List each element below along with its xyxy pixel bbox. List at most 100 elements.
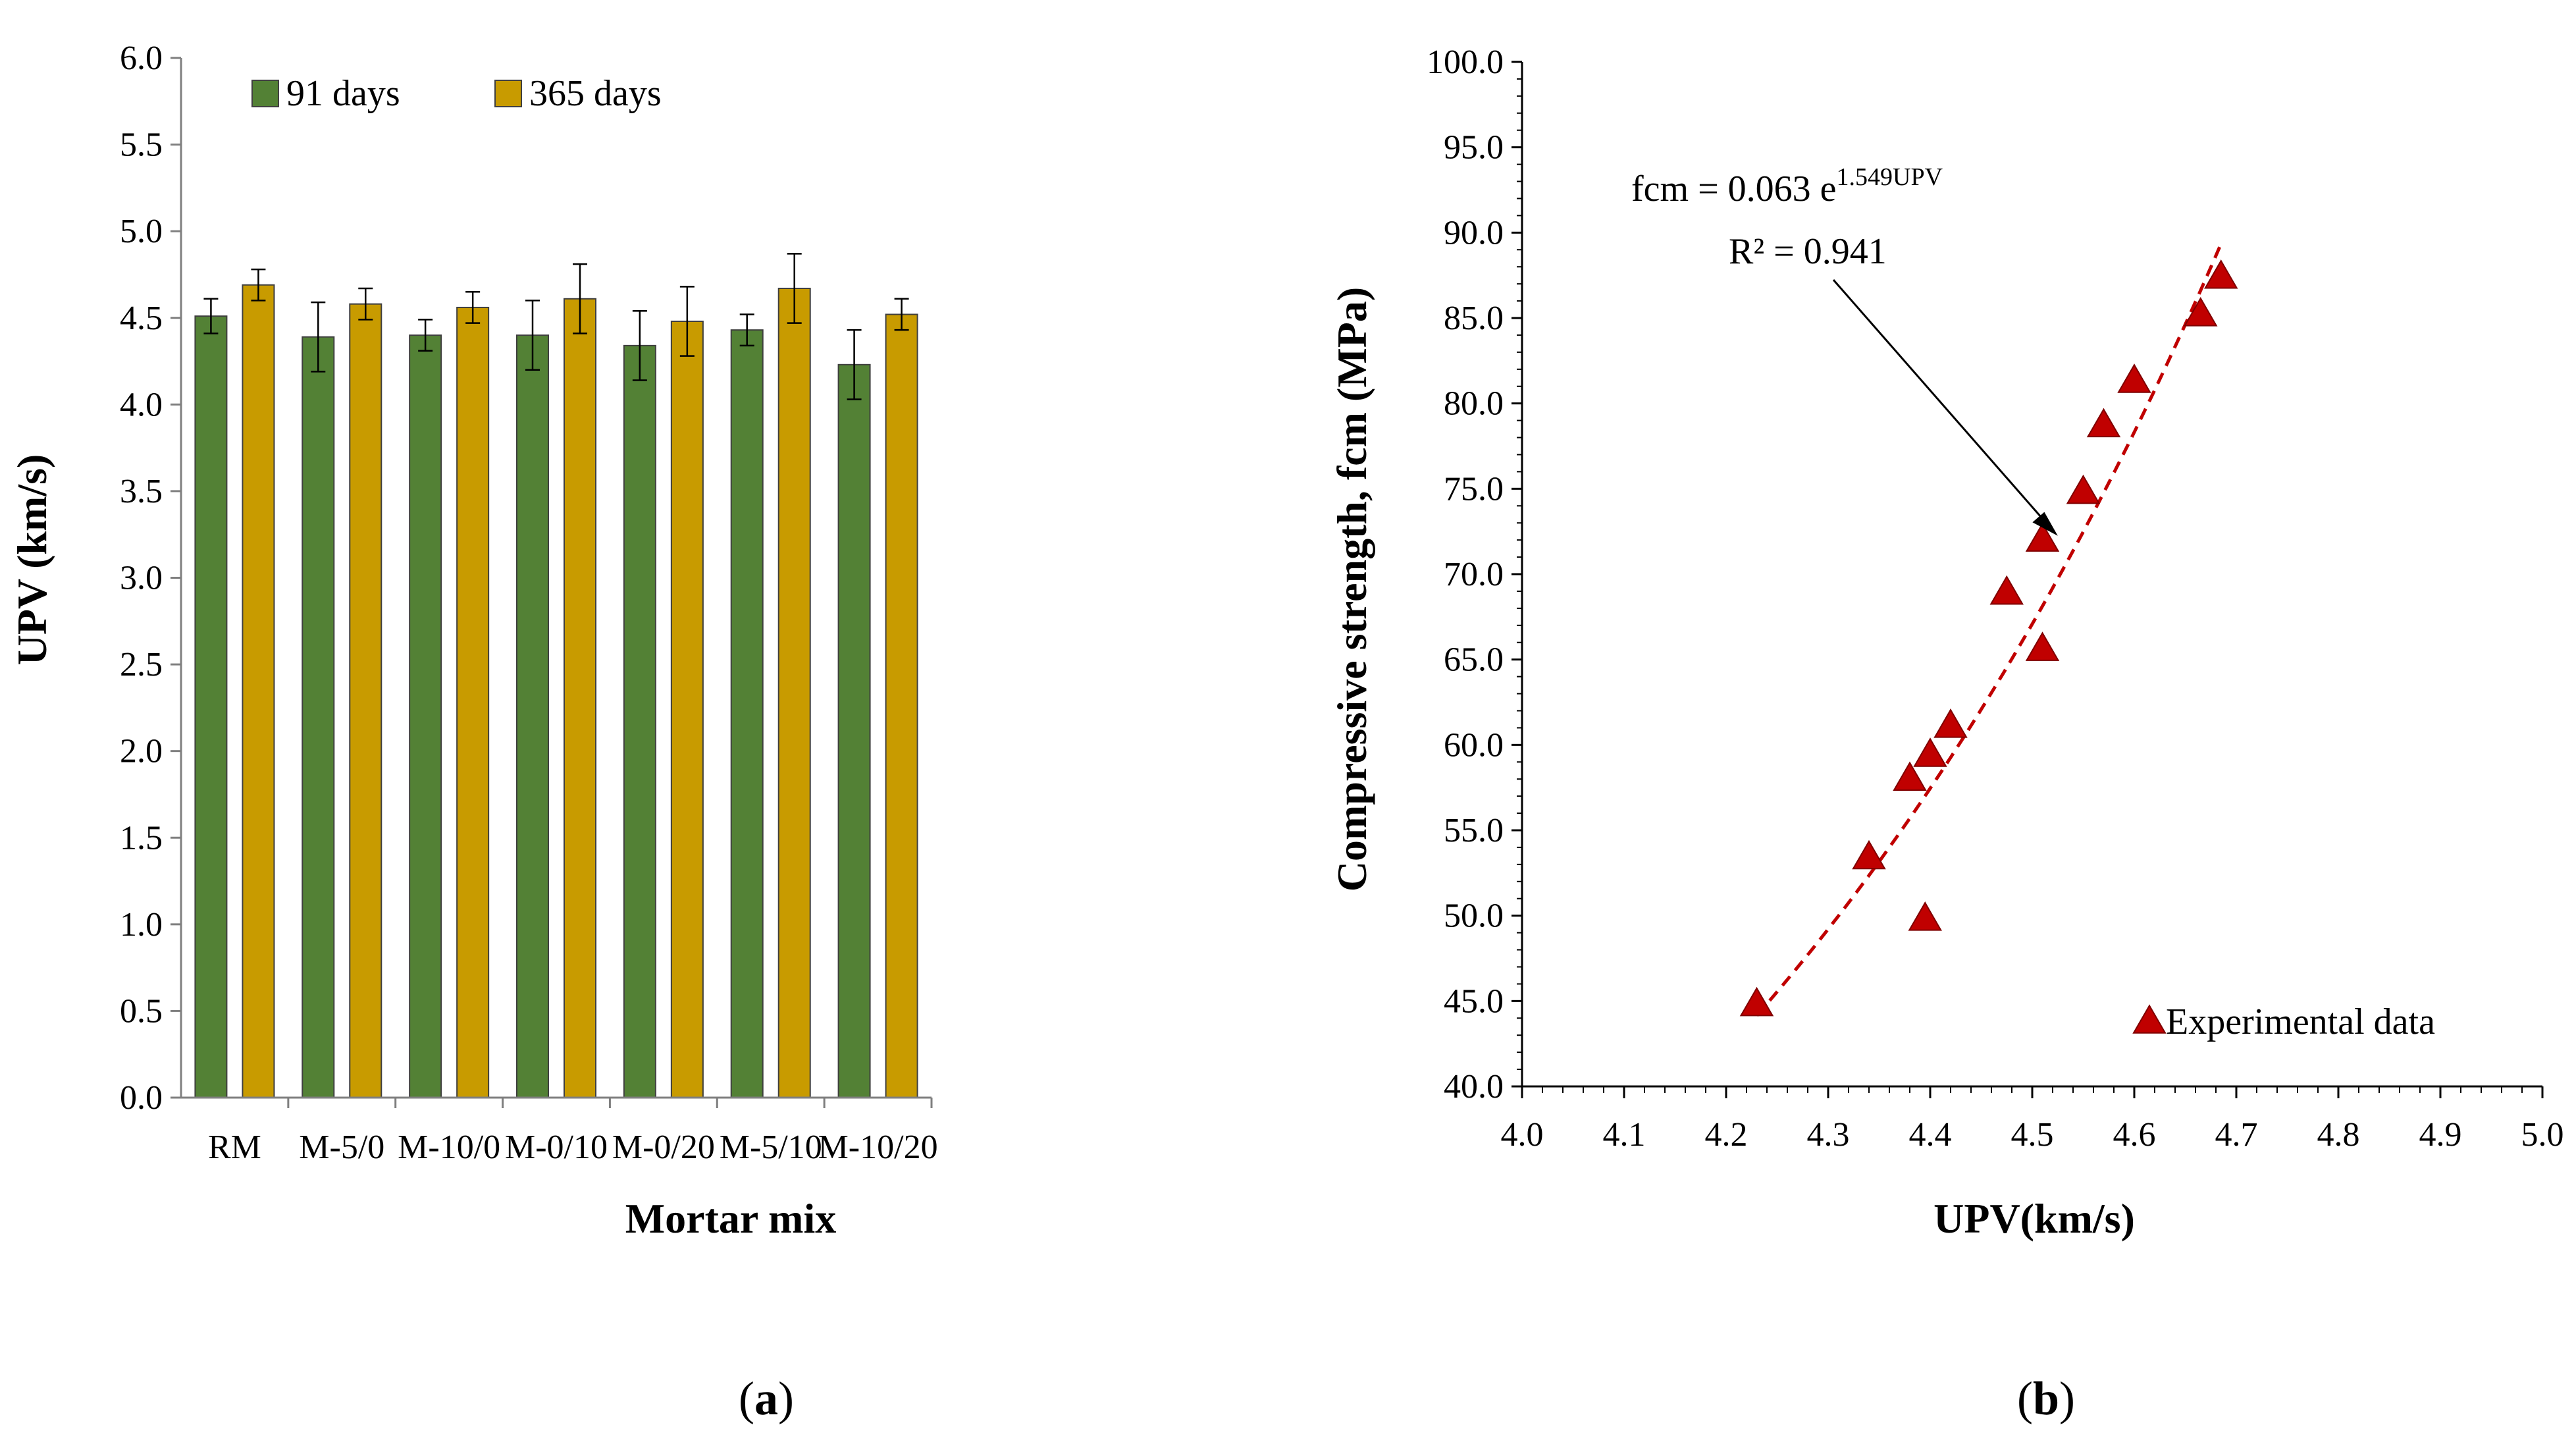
bar-365-days-M-0/10 bbox=[564, 298, 596, 1099]
x-tick-label: RM bbox=[208, 1129, 261, 1166]
y-tick-label: 100.0 bbox=[1427, 43, 1504, 81]
y-tick-label: 50.0 bbox=[1444, 897, 1504, 935]
y-tick-label: 0.0 bbox=[120, 1079, 163, 1117]
y-tick-label: 1.5 bbox=[120, 819, 163, 857]
x-tick-label: 4.0 bbox=[1501, 1116, 1544, 1154]
data-point-triangle bbox=[1739, 986, 1774, 1017]
y-axis-title: UPV (km/s) bbox=[9, 454, 55, 666]
y-tick-label: 60.0 bbox=[1444, 726, 1504, 764]
data-point-triangle bbox=[1913, 737, 1947, 767]
x-tick-labels: 4.0 4.1 4.2 4.3 4.4 4.5 4.6 4.7 4.8 4.9 5.0 bbox=[1501, 1116, 2564, 1154]
panel-letter-b: b bbox=[2033, 1372, 2059, 1425]
y-tick-label: 4.5 bbox=[120, 300, 163, 337]
y-tick-label: 5.5 bbox=[120, 126, 163, 164]
x-tick-label: M-0/20 bbox=[612, 1129, 715, 1166]
data-point-triangle bbox=[1893, 761, 1927, 791]
y-axis-title: Compressive strength, fcm (MPa) bbox=[1328, 287, 1375, 892]
y-tick-label: 80.0 bbox=[1444, 385, 1504, 423]
fit-equation: fcm = 0.063 e1.549UPV bbox=[1631, 163, 1943, 209]
legend-label-experimental: Experimental data bbox=[2166, 1001, 2435, 1042]
bar-91-days-M-10/0 bbox=[409, 334, 442, 1099]
error-bars bbox=[203, 253, 909, 400]
y-tick-label: 1.0 bbox=[120, 906, 163, 944]
bar-365-days-M-5/10 bbox=[777, 288, 811, 1098]
x-tick-label: M-0/10 bbox=[505, 1129, 608, 1166]
data-point-triangle bbox=[2086, 408, 2121, 438]
x-tick-label: 4.8 bbox=[2317, 1116, 2360, 1154]
bar-91-days-M-0/20 bbox=[623, 344, 656, 1098]
legend-label-91-days: 91 days bbox=[286, 73, 400, 114]
y-tick-label: 6.0 bbox=[120, 40, 163, 77]
panel-label-b: (b) bbox=[2017, 1372, 2075, 1425]
panel-label-a: (a) bbox=[739, 1372, 794, 1425]
bar-chart-panel: RM M-5/0 M-10/0 M-0/10 M-0/20 M-5/10M-10/20 0… bbox=[9, 40, 938, 1425]
y-tick-label: 90.0 bbox=[1444, 214, 1504, 252]
data-point-triangle bbox=[2025, 631, 2060, 661]
data-point-triangle bbox=[2066, 474, 2101, 504]
legend: 91 days 365 days bbox=[251, 73, 662, 114]
x-tick-label: 4.7 bbox=[2215, 1116, 2258, 1154]
panel-letter-a: a bbox=[754, 1372, 778, 1425]
axis-ticks bbox=[1511, 61, 2544, 1098]
legend-marker-triangle bbox=[2132, 1004, 2167, 1034]
bar-365-days-RM bbox=[242, 284, 275, 1099]
legend-label-365-days: 365 days bbox=[529, 73, 662, 114]
y-tick-label: 3.5 bbox=[120, 473, 163, 510]
x-tick-label: 4.2 bbox=[1705, 1116, 1748, 1154]
fit-equation-exponent: 1.549UPV bbox=[1837, 163, 1943, 191]
bar-365-days-M-0/20 bbox=[670, 321, 704, 1099]
bar-91-days-M-5/10 bbox=[730, 329, 764, 1099]
x-tick-label: M-10/20 bbox=[818, 1129, 938, 1166]
bar-91-days-RM bbox=[194, 315, 228, 1099]
data-point-triangle bbox=[1908, 901, 1942, 931]
fit-equation-prefix: fcm = 0.063 e bbox=[1631, 169, 1837, 209]
scatter-chart-panel: 4.0 4.1 4.2 4.3 4.4 4.5 4.6 4.7 4.8 4.9 5.0 40.0 45… bbox=[1328, 43, 2564, 1425]
y-tick-label: 75.0 bbox=[1444, 470, 1504, 508]
x-tick-label: 4.9 bbox=[2419, 1116, 2462, 1154]
y-tick-label: 65.0 bbox=[1444, 641, 1504, 679]
exponential-fit-line bbox=[1755, 243, 2222, 1017]
y-axis-ticks bbox=[171, 57, 933, 1108]
bar-91-days-M-5/0 bbox=[302, 336, 335, 1098]
data-point-triangle bbox=[2204, 259, 2238, 289]
x-axis-title: UPV(km/s) bbox=[1933, 1195, 2135, 1242]
x-tick-label: 4.4 bbox=[1909, 1116, 1952, 1154]
bar-91-days-M-0/10 bbox=[516, 334, 549, 1099]
x-axis-title: Mortar mix bbox=[625, 1195, 836, 1242]
x-tick-label: M-5/10 bbox=[720, 1129, 822, 1166]
y-tick-label: 2.5 bbox=[120, 646, 163, 683]
x-tick-label: M-5/0 bbox=[299, 1129, 384, 1166]
annotation-arrowhead bbox=[2032, 512, 2058, 536]
legend-swatch-365-days bbox=[494, 80, 522, 107]
bars bbox=[194, 284, 918, 1099]
x-tick-label: M-10/0 bbox=[398, 1129, 500, 1166]
data-point-triangle bbox=[2025, 522, 2060, 552]
data-point-triangle bbox=[2184, 297, 2218, 327]
data-point-triangle bbox=[2117, 363, 2151, 393]
x-tick-labels: RM M-5/0 M-10/0 M-0/10 M-0/20 M-5/10M-10/20 bbox=[208, 1129, 938, 1166]
y-tick-label: 3.0 bbox=[120, 560, 163, 597]
y-tick-label: 2.0 bbox=[120, 733, 163, 770]
y-tick-label: 55.0 bbox=[1444, 812, 1504, 849]
y-tick-labels: 40.0 45.0 50.0 55.0 60.0 65.0 70.0 75.0 80.0 85.0… bbox=[1427, 43, 1504, 1106]
data-points bbox=[1739, 259, 2238, 1017]
x-tick-label: 4.5 bbox=[2011, 1116, 2054, 1154]
y-tick-label: 70.0 bbox=[1444, 556, 1504, 593]
legend-swatch-91-days bbox=[251, 80, 279, 107]
bar-365-days-M-10/0 bbox=[456, 306, 490, 1099]
x-tick-label: 5.0 bbox=[2521, 1116, 2564, 1154]
r-squared: R² = 0.941 bbox=[1729, 231, 1887, 272]
y-tick-label: 5.0 bbox=[120, 213, 163, 250]
y-tick-label: 85.0 bbox=[1444, 300, 1504, 337]
y-tick-label: 0.5 bbox=[120, 992, 163, 1030]
y-tick-label: 95.0 bbox=[1444, 129, 1504, 167]
y-tick-labels: 0.0 0.5 1.0 1.5 2.0 2.5 3.0 3.5 4.0 4.5 5.0 5.5 6.0 bbox=[120, 40, 163, 1117]
x-tick-label: 4.3 bbox=[1807, 1116, 1850, 1154]
data-point-triangle bbox=[1852, 840, 1886, 870]
bar-365-days-M-5/0 bbox=[349, 303, 382, 1098]
x-tick-label: 4.1 bbox=[1603, 1116, 1646, 1154]
y-tick-label: 4.0 bbox=[120, 386, 163, 423]
bar-91-days-M-10/20 bbox=[837, 363, 871, 1098]
y-tick-label: 40.0 bbox=[1444, 1068, 1504, 1106]
